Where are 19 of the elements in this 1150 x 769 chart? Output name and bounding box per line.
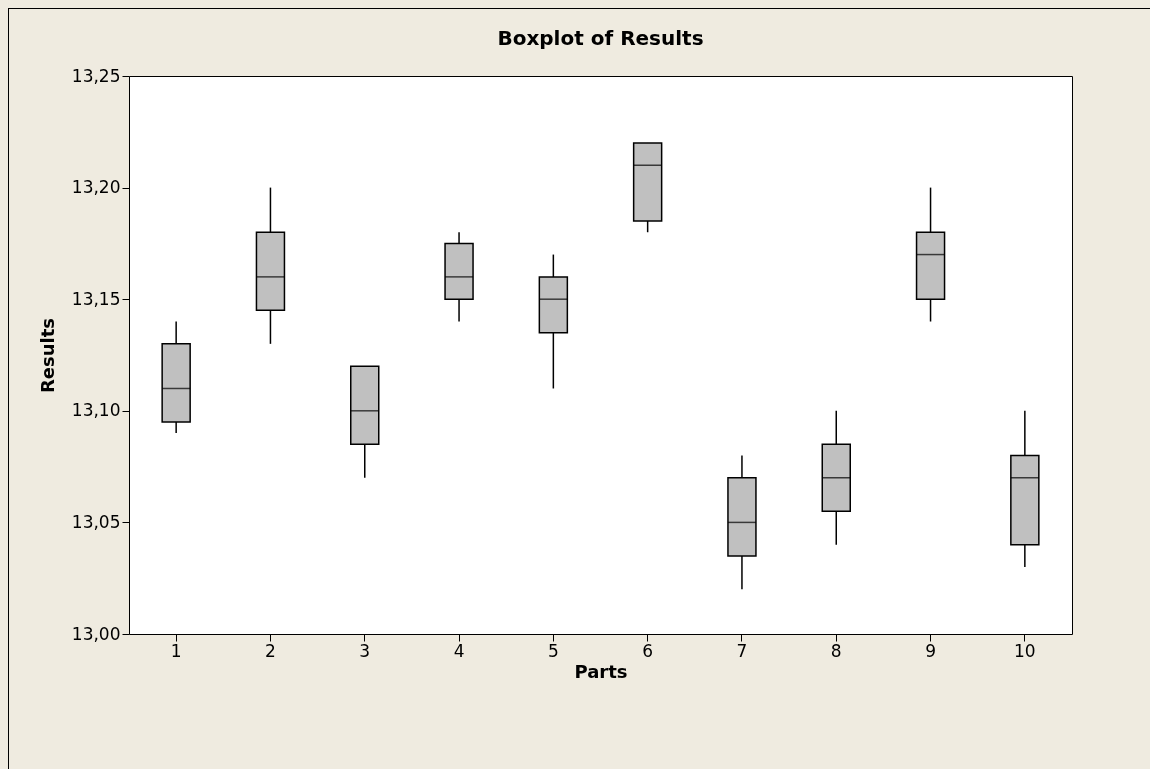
x-tick-label: 6 [642,640,654,661]
chart-title: Boxplot of Results [497,26,704,50]
y-tick-label: 13,15 [71,288,121,309]
x-tick-label: 2 [265,640,276,661]
x-tick-label: 4 [453,640,465,661]
x-tick-label: 3 [359,640,371,661]
x-axis-title: Parts [574,660,628,682]
x-tick-label: 10 [1014,640,1036,661]
y-tick-label: 13,25 [71,65,121,86]
y-tick-label: 13,05 [71,511,121,532]
y-tick-label: 13,10 [71,400,121,421]
x-tick-label: 8 [830,640,842,661]
x-tick-label: 9 [925,640,936,661]
x-tick-label: 7 [736,640,748,661]
y-tick-label: 13,20 [71,177,121,198]
y-axis-title: Results [36,317,58,394]
y-tick-label: 13,00 [71,623,121,644]
x-tick-label: 5 [547,640,559,661]
x-tick-label: 1 [170,640,182,661]
